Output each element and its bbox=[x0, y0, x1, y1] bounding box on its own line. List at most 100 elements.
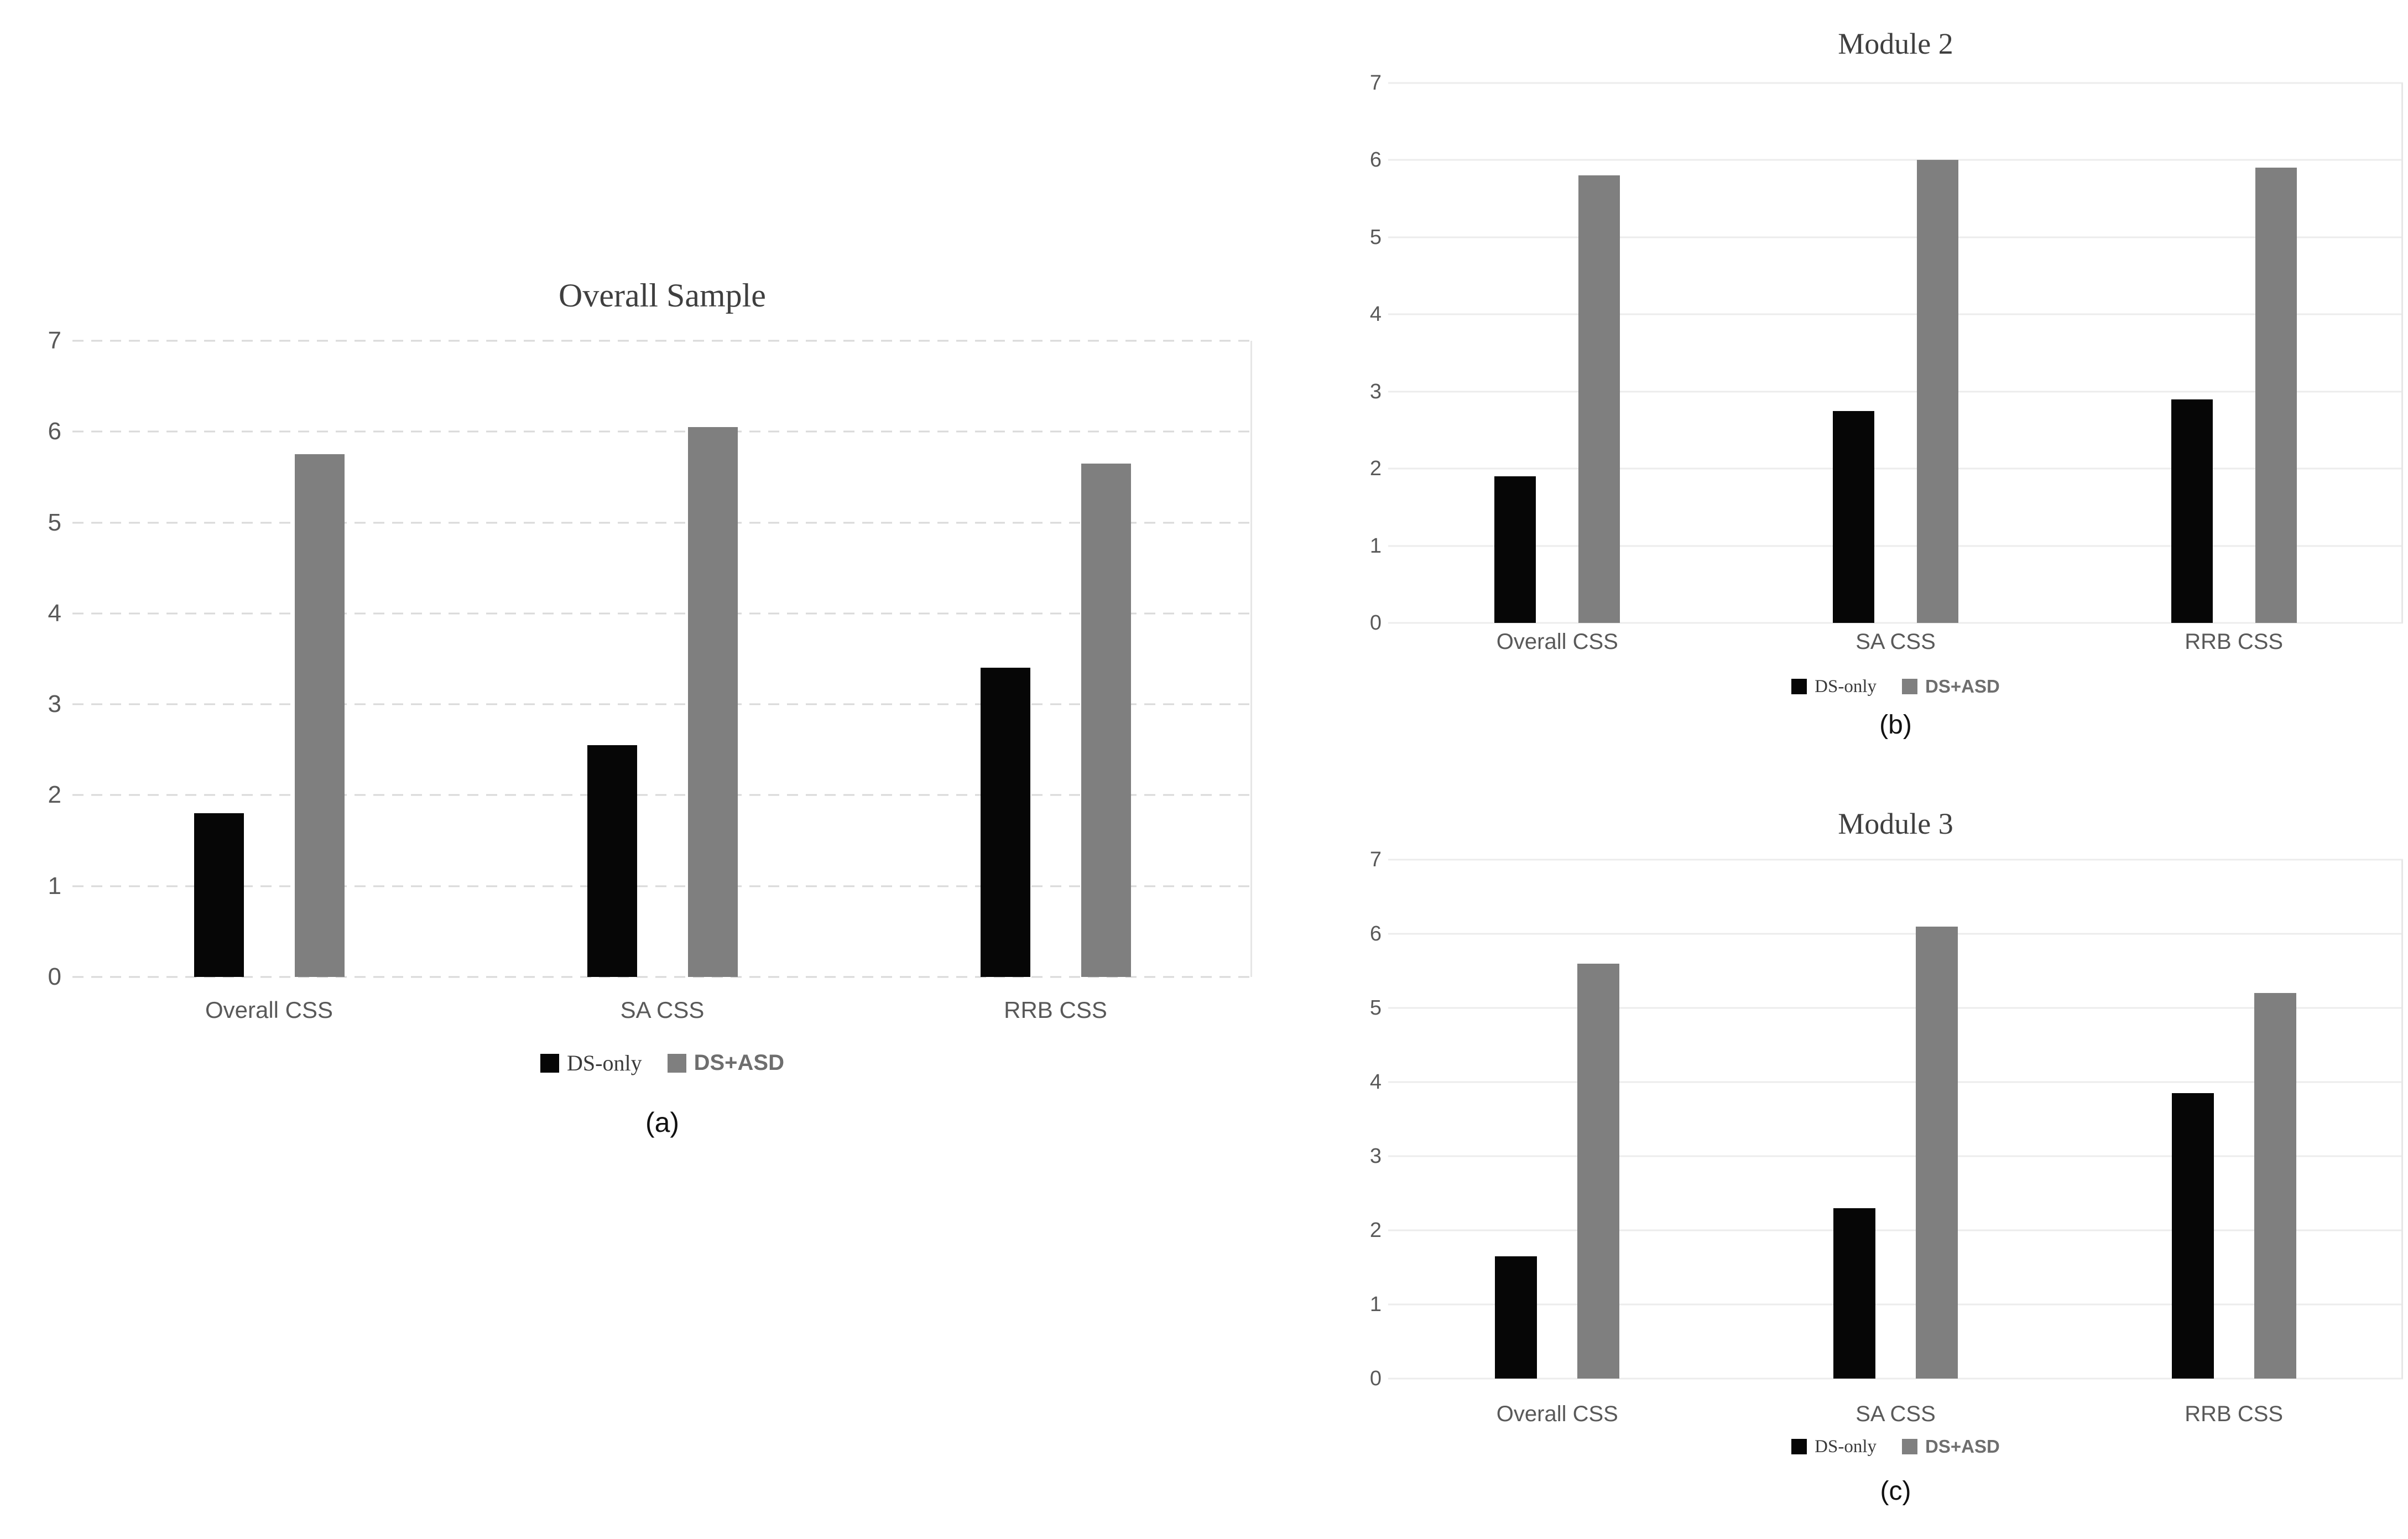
bar-rrb-css-ds-only bbox=[2171, 1093, 2214, 1379]
category-label-sa-css: SA CSS bbox=[620, 997, 705, 1023]
y-axis-tick-label-7: 7 bbox=[48, 327, 61, 354]
gridline-y-4 bbox=[1388, 1081, 2403, 1083]
bar-overall-css-ds-only bbox=[194, 813, 244, 977]
y-axis-tick-label-3: 3 bbox=[48, 690, 61, 718]
gridline-y-7 bbox=[72, 340, 1252, 342]
legend-label: DS-only bbox=[1815, 1436, 1877, 1457]
category-label-overall-css: Overall CSS bbox=[205, 997, 333, 1023]
y-axis-tick-label-5: 5 bbox=[48, 508, 61, 536]
y-axis-tick-label-1: 1 bbox=[1369, 1293, 1382, 1316]
legend: DS-only DS+ASD bbox=[72, 1050, 1252, 1076]
y-axis-tick-label-0: 0 bbox=[1369, 1367, 1382, 1390]
bar-overall-css-ds-only bbox=[1494, 476, 1536, 623]
legend-swatch-icon bbox=[1791, 1439, 1807, 1454]
subfigure-label-b: (b) bbox=[1879, 710, 1912, 740]
legend-label: DS-only bbox=[1815, 676, 1877, 696]
gridline-y-7 bbox=[1388, 859, 2403, 861]
legend-label: DS+ASD bbox=[1925, 676, 2000, 696]
gridline-y-6 bbox=[1388, 159, 2403, 161]
y-axis-tick-label-5: 5 bbox=[1369, 225, 1382, 249]
y-axis-tick-label-6: 6 bbox=[1369, 922, 1382, 945]
gridline-y-6 bbox=[1388, 933, 2403, 935]
gridline-y-0 bbox=[72, 976, 1252, 978]
y-axis-tick-label-1: 1 bbox=[1369, 534, 1382, 558]
bar-sa-css-ds-only bbox=[587, 745, 637, 977]
y-axis-tick-label-3: 3 bbox=[1369, 1145, 1382, 1168]
gridline-y-2 bbox=[1388, 1229, 2403, 1231]
legend-label: DS+ASD bbox=[694, 1051, 784, 1075]
legend-item-ds-asd: DS+ASD bbox=[667, 1051, 784, 1075]
bar-sa-css-ds-asd bbox=[1916, 926, 1958, 1379]
gridline-y-3 bbox=[1388, 391, 2403, 393]
gridline-y-2 bbox=[72, 794, 1252, 796]
gridline-y-4 bbox=[1388, 313, 2403, 315]
y-axis-tick-label-6: 6 bbox=[1369, 148, 1382, 172]
y-axis-tick-label-7: 7 bbox=[1369, 71, 1382, 95]
bar-sa-css-ds-only bbox=[1833, 410, 1874, 623]
gridline-y-1 bbox=[1388, 1303, 2403, 1306]
legend-item-ds-only: DS-only bbox=[540, 1050, 642, 1076]
legend-swatch-icon bbox=[1791, 679, 1807, 694]
y-axis-tick-label-5: 5 bbox=[1369, 996, 1382, 1020]
y-axis-tick-label-0: 0 bbox=[1369, 611, 1382, 635]
legend-swatch-icon bbox=[1902, 679, 1918, 694]
bar-sa-css-ds-asd bbox=[1917, 160, 1958, 623]
bar-overall-css-ds-asd bbox=[1577, 963, 1620, 1379]
category-axis: Overall CSS SA CSS RRB CSS bbox=[1388, 630, 2403, 654]
y-axis-tick-label-0: 0 bbox=[48, 963, 61, 990]
y-axis-tick-label-4: 4 bbox=[1369, 303, 1382, 326]
chart-title: Module 2 bbox=[1838, 27, 1953, 60]
bar-rrb-css-ds-asd bbox=[2255, 168, 2297, 623]
plot-area: 0 1 2 3 4 5 6 7 bbox=[1370, 849, 2403, 1389]
chart-title: Overall Sample bbox=[559, 277, 766, 314]
gridline-y-0 bbox=[1388, 622, 2403, 624]
gridline-y-5 bbox=[1388, 236, 2403, 238]
gridline-y-1 bbox=[72, 885, 1252, 887]
subfigure-label-a: (a) bbox=[645, 1107, 680, 1138]
plot-area: 0 1 2 3 4 5 6 7 bbox=[1370, 72, 2403, 633]
legend-item-ds-asd: DS+ASD bbox=[1902, 1436, 2000, 1457]
bar-overall-css-ds-only bbox=[1495, 1256, 1537, 1379]
y-axis-tick-label-2: 2 bbox=[48, 781, 61, 809]
category-label-sa-css: SA CSS bbox=[1855, 1402, 1936, 1426]
bar-rrb-css-ds-asd bbox=[2254, 993, 2296, 1379]
gridline-y-3 bbox=[1388, 1155, 2403, 1157]
gridline-y-2 bbox=[1388, 467, 2403, 470]
gridline-y-6 bbox=[72, 430, 1252, 433]
chart-title: Module 3 bbox=[1838, 807, 1953, 840]
gridline-y-3 bbox=[72, 703, 1252, 705]
bar-rrb-css-ds-only bbox=[2171, 399, 2213, 623]
legend-item-ds-only: DS-only bbox=[1791, 1437, 1877, 1457]
category-label-rrb-css: RRB CSS bbox=[2185, 630, 2284, 654]
plot-area: 0 1 2 3 4 5 6 7 bbox=[48, 329, 1252, 989]
y-axis-tick-label-2: 2 bbox=[1369, 457, 1382, 481]
gridline-y-5 bbox=[1388, 1007, 2403, 1009]
legend-item-ds-asd: DS+ASD bbox=[1902, 676, 2000, 697]
legend-label: DS+ASD bbox=[1925, 1436, 2000, 1457]
bar-rrb-css-ds-asd bbox=[1081, 463, 1131, 977]
category-label-rrb-css: RRB CSS bbox=[2185, 1402, 2284, 1426]
category-label-sa-css: SA CSS bbox=[1855, 630, 1936, 654]
legend: DS-only DS+ASD bbox=[1388, 676, 2403, 697]
bar-rrb-css-ds-only bbox=[980, 668, 1030, 977]
category-label-overall-css: Overall CSS bbox=[1496, 630, 1618, 654]
y-axis-tick-label-6: 6 bbox=[48, 418, 61, 445]
legend: DS-only DS+ASD bbox=[1388, 1436, 2403, 1457]
category-axis: Overall CSS SA CSS RRB CSS bbox=[72, 997, 1252, 1023]
legend-swatch-icon bbox=[1902, 1439, 1918, 1454]
y-axis-tick-label-2: 2 bbox=[1369, 1219, 1382, 1242]
bar-sa-css-ds-only bbox=[1833, 1208, 1875, 1379]
category-axis: Overall CSS SA CSS RRB CSS bbox=[1388, 1402, 2403, 1427]
gridline-y-0 bbox=[1388, 1377, 2403, 1380]
category-label-rrb-css: RRB CSS bbox=[1004, 997, 1107, 1023]
y-axis-tick-label-4: 4 bbox=[1369, 1070, 1382, 1094]
y-axis-tick-label-4: 4 bbox=[48, 599, 61, 627]
bar-sa-css-ds-asd bbox=[687, 427, 738, 977]
bar-overall-css-ds-asd bbox=[294, 454, 345, 977]
bar-overall-css-ds-asd bbox=[1578, 175, 1620, 623]
subfigure-label-c: (c) bbox=[1880, 1476, 1911, 1506]
gridline-y-5 bbox=[72, 522, 1252, 524]
